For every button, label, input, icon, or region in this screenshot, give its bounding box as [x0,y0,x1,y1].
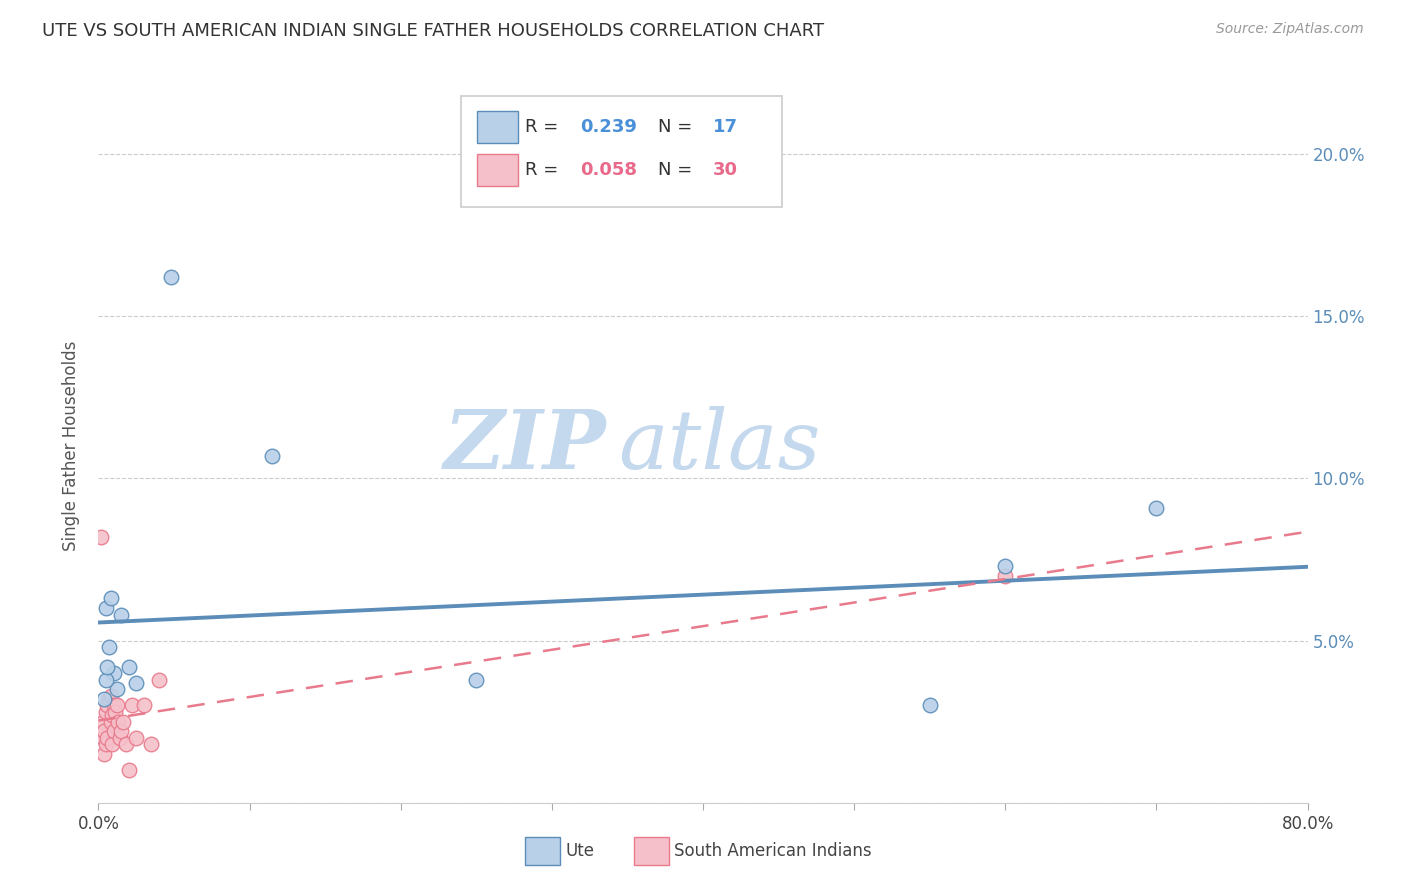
Point [100,591,122,606]
Point [118,764,141,778]
Point [107,714,129,729]
Text: Source: ZipAtlas.com: Source: ZipAtlas.com [1216,22,1364,37]
Point [111,714,134,729]
Point [121,698,143,713]
Text: South American Indians: South American Indians [673,842,872,860]
FancyBboxPatch shape [634,837,669,865]
Point [93,747,115,761]
Text: ZIP: ZIP [444,406,606,486]
Point [1144,500,1167,515]
Point [160,270,183,285]
FancyBboxPatch shape [477,154,517,186]
Point [93,692,115,706]
Point [125,675,148,690]
Point [125,731,148,745]
Point [94,738,117,752]
Point [918,698,941,713]
Text: 0.058: 0.058 [579,161,637,178]
Point [100,689,122,703]
Point [108,731,131,745]
Point [103,666,125,681]
Point [103,698,125,713]
Point [148,673,170,687]
Point [96,731,118,745]
Point [94,673,117,687]
Point [141,738,163,752]
Text: R =: R = [526,118,564,136]
Point [101,708,124,723]
Point [110,724,132,739]
Point [94,705,117,719]
Point [994,559,1017,574]
Point [465,673,488,687]
Text: UTE VS SOUTH AMERICAN INDIAN SINGLE FATHER HOUSEHOLDS CORRELATION CHART: UTE VS SOUTH AMERICAN INDIAN SINGLE FATH… [42,22,824,40]
Text: N =: N = [658,118,699,136]
FancyBboxPatch shape [477,112,517,143]
Point [93,724,115,739]
Point [104,705,127,719]
Text: N =: N = [658,161,699,178]
FancyBboxPatch shape [526,837,561,865]
Text: atlas: atlas [619,406,821,486]
Point [100,714,122,729]
FancyBboxPatch shape [461,96,782,207]
Point [118,659,141,673]
Point [96,659,118,673]
Text: 30: 30 [713,161,738,178]
Text: 0.239: 0.239 [579,118,637,136]
Y-axis label: Single Father Households: Single Father Households [62,341,80,551]
Text: Ute: Ute [565,842,595,860]
Point [101,738,124,752]
Point [96,698,118,713]
Text: 17: 17 [713,118,738,136]
Point [105,682,128,697]
Point [110,607,132,622]
Point [98,692,121,706]
Point [114,738,136,752]
Point [98,640,121,654]
Point [91,714,114,729]
Point [94,601,117,615]
Point [103,724,125,739]
Point [994,568,1017,582]
Point [105,698,128,713]
Point [262,449,284,463]
Point [132,698,155,713]
Point [90,530,112,544]
Text: R =: R = [526,161,564,178]
Point [91,731,114,745]
